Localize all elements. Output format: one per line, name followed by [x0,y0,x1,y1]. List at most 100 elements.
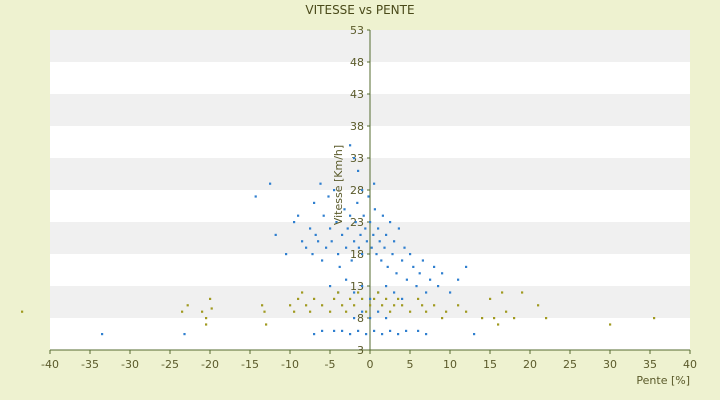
data-point [205,317,208,320]
data-point [421,304,424,307]
data-point [380,259,383,262]
data-point [457,278,460,281]
data-point [513,317,516,320]
data-point [385,317,388,320]
data-point [405,278,408,281]
x-tick-label: 10 [443,358,457,371]
data-point [330,240,333,243]
data-point [365,240,368,243]
data-point [353,157,356,160]
data-point [353,240,356,243]
data-point [389,329,392,332]
data-point [345,310,348,313]
x-tick-label: -30 [121,358,139,371]
data-point [395,272,398,275]
data-point [321,259,324,262]
data-point [385,297,388,300]
data-points [21,144,656,336]
x-tick-label: 40 [683,358,697,371]
data-point [501,291,504,294]
data-point [361,285,364,288]
data-point [353,317,356,320]
data-point [389,221,392,224]
y-tick-label: 23 [350,216,364,229]
x-tick-label: -40 [41,358,59,371]
chart-title: VITESSE vs PENTE [305,3,414,17]
data-point [397,333,400,336]
data-point [333,189,336,192]
data-point [409,310,412,313]
data-point [362,214,365,217]
x-tick-label: 25 [563,358,577,371]
x-tick-label: -35 [81,358,99,371]
data-point [497,323,500,326]
data-point [301,291,304,294]
data-point [373,297,376,300]
data-point [405,329,408,332]
data-point [489,297,492,300]
data-point [418,272,421,275]
y-tick-label: 38 [350,120,364,133]
data-point [409,253,412,256]
data-point [349,214,352,217]
data-point [370,246,373,249]
data-point [415,285,418,288]
data-point [361,310,364,313]
data-point [377,291,380,294]
data-point [209,297,212,300]
data-point [391,253,394,256]
y-tick-label: 53 [350,24,364,37]
data-point [493,317,496,320]
data-point [397,227,400,230]
data-point [321,329,324,332]
data-point [369,317,372,320]
data-point [327,195,330,198]
data-point [333,329,336,332]
data-point [293,221,296,224]
data-point [364,227,367,230]
data-point [254,195,257,198]
data-point [521,291,524,294]
data-point [265,323,268,326]
data-point [337,253,340,256]
data-point [309,227,312,230]
x-tick-label: 35 [643,358,657,371]
data-point [183,333,186,336]
data-point [433,304,436,307]
data-point [412,265,415,268]
data-point [337,291,340,294]
data-point [350,259,353,262]
data-point [372,233,375,236]
data-point [317,240,320,243]
data-point [401,259,404,262]
data-point [181,310,184,313]
data-point [377,310,380,313]
data-point [311,253,314,256]
data-point [369,304,372,307]
data-point [373,182,376,185]
y-tick-label: 13 [350,280,364,293]
x-tick-label: -10 [281,358,299,371]
data-point [365,333,368,336]
data-point [285,253,288,256]
data-point [429,278,432,281]
data-point [545,317,548,320]
data-point [401,304,404,307]
data-point [361,253,364,256]
data-point [361,189,364,192]
data-point [201,310,204,313]
data-point [313,333,316,336]
data-point [357,246,360,249]
data-point [403,246,406,249]
y-tick-label: 28 [350,184,364,197]
y-tick-label: 18 [350,248,364,261]
data-point [397,297,400,300]
x-tick-label: -25 [161,358,179,371]
data-point [345,278,348,281]
data-point [353,304,356,307]
data-point [345,246,348,249]
data-point [309,310,312,313]
data-point [421,259,424,262]
